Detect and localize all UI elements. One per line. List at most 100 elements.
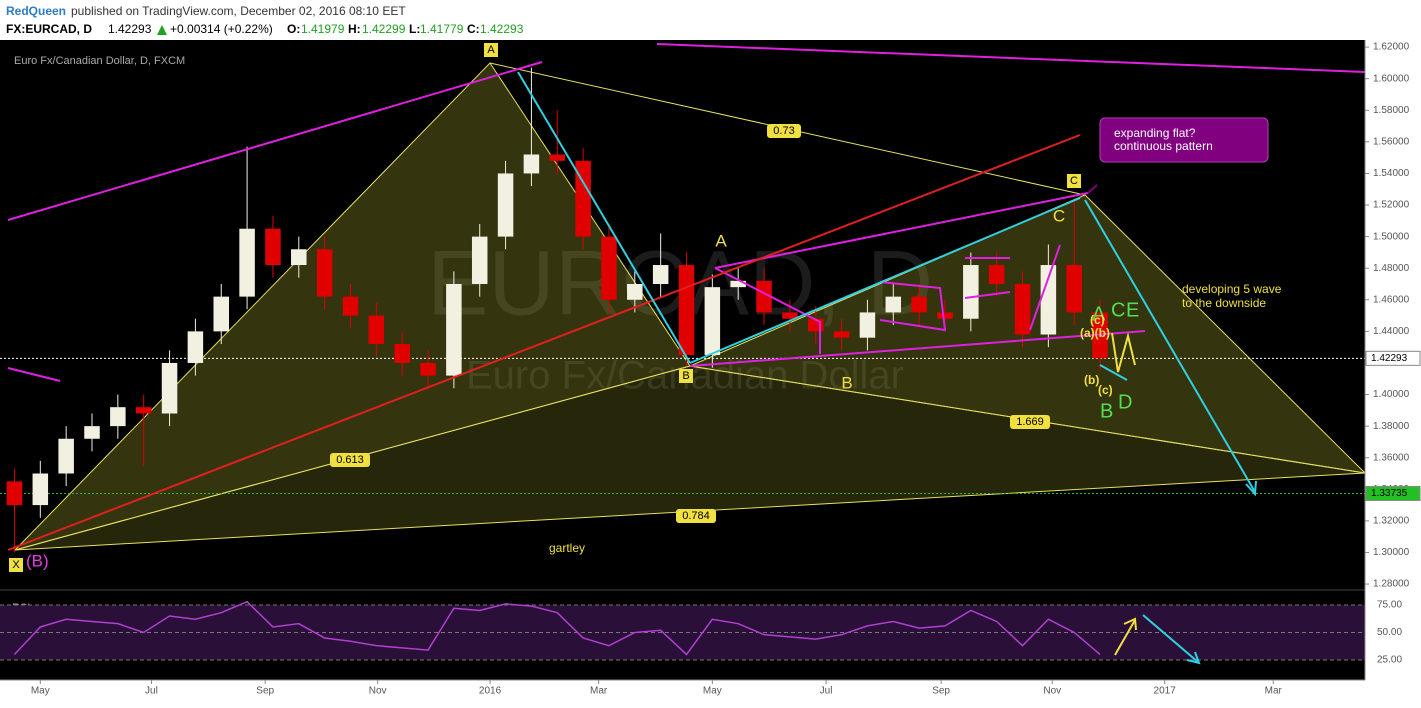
- y-tick-label: 1.52000: [1373, 200, 1410, 211]
- candle-body: [32, 473, 49, 506]
- candle-body: [601, 236, 617, 300]
- c-label: C:: [467, 22, 480, 36]
- candle-body: [187, 331, 204, 363]
- candle-body: [988, 265, 1005, 284]
- c-value: 1.42293: [480, 22, 524, 36]
- candle-body: [756, 280, 772, 313]
- y-tick-label: 1.36000: [1373, 452, 1410, 463]
- candle-body: [911, 296, 927, 313]
- candle-body: [58, 438, 74, 474]
- change: +0.00314 (+0.22%): [170, 22, 273, 36]
- l-label: L:: [409, 22, 420, 36]
- point-label: A: [487, 44, 495, 56]
- channel: [1029, 244, 1061, 331]
- x-tick-label: Nov: [1043, 686, 1061, 697]
- candle-body: [704, 287, 721, 356]
- rsi-line: [13, 600, 1101, 656]
- candle-body: [161, 362, 178, 414]
- author[interactable]: RedQueen: [6, 4, 66, 18]
- point-label: C: [1070, 175, 1078, 187]
- arrow-head: [1123, 617, 1137, 631]
- candle-body: [316, 249, 333, 297]
- trend-line: [7, 61, 543, 221]
- candle-body: [627, 283, 643, 300]
- candle-body: [368, 315, 385, 345]
- x-tick-label: Jul: [820, 686, 833, 697]
- candle-body: [6, 481, 23, 506]
- candle-body: [575, 160, 591, 237]
- o-label: O:: [287, 22, 300, 36]
- x-tick-label: Sep: [256, 686, 274, 697]
- y-tick-label: 1.48000: [1373, 263, 1410, 274]
- chart-title: Euro Fx/Canadian Dollar, D, FXCM: [14, 55, 185, 67]
- x-tick-label: 2016: [479, 686, 502, 697]
- label-box: [679, 369, 693, 383]
- ratio-label: 0.784: [682, 510, 710, 522]
- candle-body: [446, 283, 462, 376]
- candle-body: [652, 265, 669, 284]
- callout-text: continuous pattern: [1114, 139, 1213, 153]
- l-value: 1.41779: [420, 22, 464, 36]
- callout-text: expanding flat?: [1114, 126, 1196, 140]
- wave-label: A: [1092, 303, 1106, 325]
- wave-label: (c): [1090, 313, 1105, 327]
- candle-body: [1040, 265, 1057, 335]
- x-tick-label: Sep: [932, 686, 950, 697]
- drawings: [7, 43, 1366, 665]
- x-tick-label: May: [703, 686, 722, 697]
- candle-body: [885, 296, 902, 313]
- candle-body: [497, 173, 514, 237]
- price-tag-label: 1.42293: [1371, 353, 1408, 364]
- channel: [879, 281, 947, 332]
- arrow-head: [1245, 480, 1257, 497]
- wave-label: A: [715, 231, 727, 250]
- x-tick-label: Jul: [145, 686, 158, 697]
- label-box: [1010, 415, 1050, 429]
- y-tick-label: 1.40000: [1373, 389, 1410, 400]
- annotations: A X (B) B C 0.73 0.613 0.784 1.669 gartl…: [9, 43, 1282, 572]
- candle-body: [84, 426, 100, 439]
- note: developing 5 wave: [1182, 282, 1282, 296]
- wave-label: (b): [1084, 373, 1099, 387]
- candle-body: [730, 280, 746, 288]
- y-tick-label: 1.50000: [1373, 231, 1410, 242]
- label-box: [676, 509, 716, 523]
- price-tag: [1365, 350, 1421, 366]
- ratio-label: 0.73: [773, 125, 794, 137]
- y-tick-label: 1.30000: [1373, 547, 1410, 558]
- y-tick-label: 1.58000: [1373, 105, 1410, 116]
- candle-body: [1014, 283, 1031, 335]
- wave-arrows: [1111, 332, 1136, 373]
- candle-body: [549, 154, 566, 161]
- candle-body: [937, 312, 953, 319]
- candle-body: [135, 407, 152, 414]
- y-tick-label: 75.00: [1377, 600, 1402, 611]
- candle-body: [420, 362, 436, 376]
- y-tick-label: 1.28000: [1373, 579, 1410, 590]
- point-label: X: [12, 559, 20, 571]
- y-tick-label: 1.38000: [1373, 421, 1410, 432]
- y-tick-label: 1.56000: [1373, 137, 1410, 148]
- candle-body: [213, 296, 229, 332]
- y-tick-label: 1.54000: [1373, 168, 1410, 179]
- axes: 1.280001.300001.320001.340001.360001.380…: [31, 42, 1421, 697]
- label-box: [1067, 174, 1081, 188]
- h-label: H:: [348, 22, 361, 36]
- label-box: [767, 124, 801, 138]
- candle-body: [471, 236, 488, 284]
- wave-label: (c): [1098, 383, 1113, 397]
- callout-pointer: [1087, 184, 1098, 194]
- wave-line: [1099, 364, 1128, 381]
- y-tick-label: 1.62000: [1373, 42, 1410, 53]
- up-arrow: [157, 25, 167, 35]
- candles: [6, 67, 1108, 656]
- x-tick-label: May: [31, 686, 50, 697]
- time-axis: [0, 680, 1365, 703]
- o-value: 1.41979: [301, 22, 345, 36]
- candle-body: [859, 312, 876, 338]
- trend-line: [689, 330, 1146, 367]
- h-value: 1.42299: [362, 22, 406, 36]
- candle-body: [265, 228, 281, 266]
- candle-body: [394, 344, 410, 363]
- wave-arrow: [1084, 199, 1256, 493]
